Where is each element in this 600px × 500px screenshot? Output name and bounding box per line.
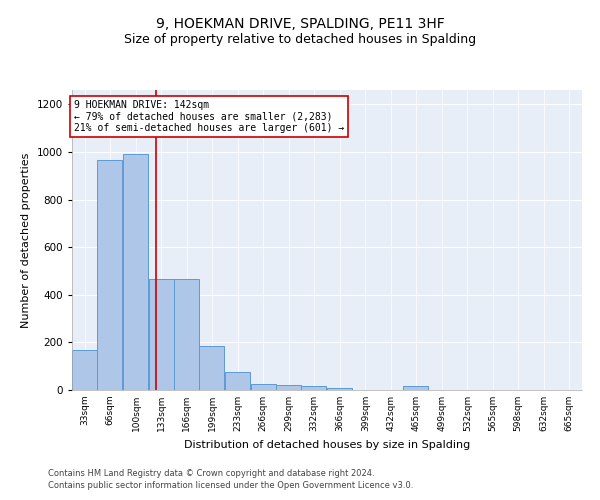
Text: 9, HOEKMAN DRIVE, SPALDING, PE11 3HF: 9, HOEKMAN DRIVE, SPALDING, PE11 3HF [155, 18, 445, 32]
Text: Contains public sector information licensed under the Open Government Licence v3: Contains public sector information licen… [48, 481, 413, 490]
Text: Size of property relative to detached houses in Spalding: Size of property relative to detached ho… [124, 32, 476, 46]
Bar [328, 388, 352, 390]
Y-axis label: Number of detached properties: Number of detached properties [21, 152, 31, 328]
Bar [251, 384, 275, 390]
Bar [276, 385, 301, 390]
Bar [124, 154, 148, 390]
Bar [72, 350, 97, 390]
Bar [301, 386, 326, 390]
Text: 9 HOEKMAN DRIVE: 142sqm
← 79% of detached houses are smaller (2,283)
21% of semi: 9 HOEKMAN DRIVE: 142sqm ← 79% of detache… [74, 100, 344, 132]
Bar [199, 346, 224, 390]
Bar [97, 160, 122, 390]
Bar [149, 280, 173, 390]
X-axis label: Distribution of detached houses by size in Spalding: Distribution of detached houses by size … [184, 440, 470, 450]
Bar [403, 386, 428, 390]
Text: Contains HM Land Registry data © Crown copyright and database right 2024.: Contains HM Land Registry data © Crown c… [48, 468, 374, 477]
Bar [174, 280, 199, 390]
Bar [226, 372, 250, 390]
